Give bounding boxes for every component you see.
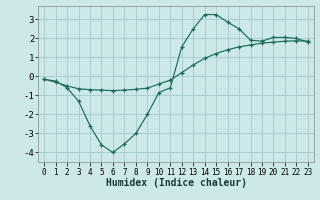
X-axis label: Humidex (Indice chaleur): Humidex (Indice chaleur) (106, 178, 246, 188)
